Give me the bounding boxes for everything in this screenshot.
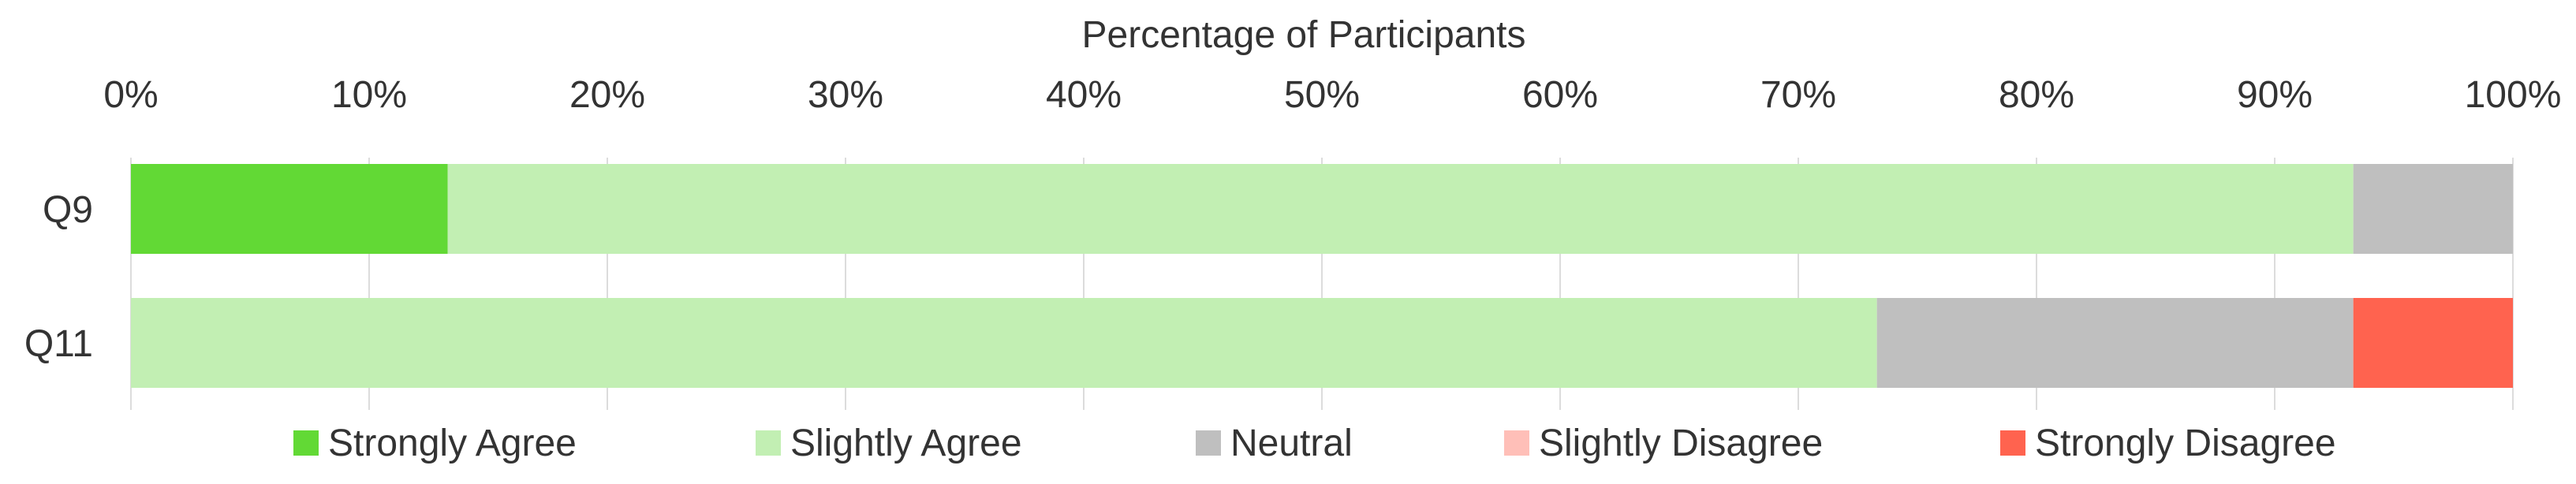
category-labels: Q9 Q11 bbox=[24, 189, 93, 365]
bar-segment bbox=[447, 164, 2354, 254]
bar-segment bbox=[1876, 298, 2354, 388]
legend-swatch bbox=[293, 430, 319, 456]
x-tick-label: 10% bbox=[331, 74, 407, 116]
legend-label: Strongly Disagree bbox=[2035, 423, 2336, 464]
legend-label: Slightly Agree bbox=[790, 423, 1022, 464]
bars bbox=[131, 164, 2513, 388]
category-label: Q11 bbox=[24, 323, 93, 365]
x-tick-label: 70% bbox=[1760, 74, 1836, 116]
legend-swatch bbox=[756, 430, 781, 456]
legend-label: Strongly Agree bbox=[328, 423, 577, 464]
legend-swatch bbox=[1504, 430, 1529, 456]
bar-segment bbox=[131, 298, 1877, 388]
x-tick-label: 90% bbox=[2237, 74, 2313, 116]
x-tick-label: 30% bbox=[808, 74, 883, 116]
x-tick-label: 100% bbox=[2465, 74, 2562, 116]
legend-label: Slightly Disagree bbox=[1539, 423, 1823, 464]
x-tick-label: 20% bbox=[569, 74, 645, 116]
legend: Strongly Agree Slightly Agree Neutral Sligh… bbox=[293, 423, 2336, 464]
legend-swatch bbox=[2000, 430, 2025, 456]
x-axis-title: Percentage of Participants bbox=[1082, 14, 1526, 56]
x-tick-labels: 0% 10% 20% 30% 40% 50% 60% 70% 80% 90% 100% bbox=[103, 74, 2561, 116]
x-tick-label: 40% bbox=[1046, 74, 1122, 116]
category-label: Q9 bbox=[43, 189, 93, 231]
x-tick-label: 50% bbox=[1284, 74, 1360, 116]
bar-segment bbox=[2353, 298, 2513, 388]
x-tick-label: 0% bbox=[103, 74, 158, 116]
legend-swatch bbox=[1196, 430, 1221, 456]
bar-segment bbox=[2353, 164, 2513, 254]
x-tick-label: 80% bbox=[1999, 74, 2074, 116]
x-tick-label: 60% bbox=[1522, 74, 1598, 116]
legend-label: Neutral bbox=[1230, 423, 1353, 464]
bar-segment bbox=[131, 164, 448, 254]
